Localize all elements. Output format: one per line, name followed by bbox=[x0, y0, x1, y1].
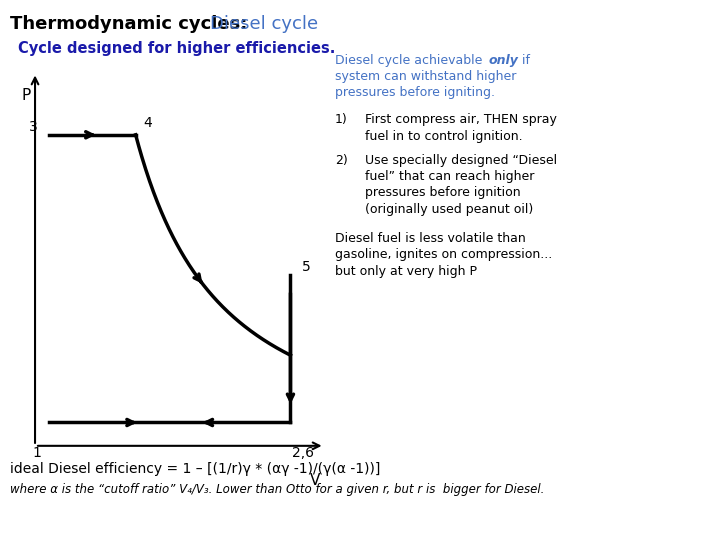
Text: only: only bbox=[488, 54, 518, 67]
Text: V: V bbox=[310, 474, 320, 488]
Text: First compress air, THEN spray: First compress air, THEN spray bbox=[365, 113, 557, 126]
Text: but only at very high P: but only at very high P bbox=[335, 265, 477, 278]
Text: system can withstand higher: system can withstand higher bbox=[335, 70, 516, 83]
Text: where α is the “cutoff ratio” V₄/V₃. Lower than Otto for a given r, but r is  bi: where α is the “cutoff ratio” V₄/V₃. Low… bbox=[10, 483, 544, 496]
Text: Diesel fuel is less volatile than: Diesel fuel is less volatile than bbox=[335, 232, 526, 245]
Text: if: if bbox=[518, 54, 531, 67]
Text: (originally used peanut oil): (originally used peanut oil) bbox=[365, 202, 534, 215]
Text: fuel in to control ignition.: fuel in to control ignition. bbox=[365, 130, 523, 143]
Text: Thermodynamic cycles:: Thermodynamic cycles: bbox=[10, 15, 253, 33]
Text: 4: 4 bbox=[144, 116, 153, 130]
Text: pressures before ignition: pressures before ignition bbox=[365, 186, 521, 199]
Text: fuel” that can reach higher: fuel” that can reach higher bbox=[365, 170, 534, 183]
Text: Diesel cycle: Diesel cycle bbox=[210, 15, 318, 33]
Text: gasoline, ignites on compression...: gasoline, ignites on compression... bbox=[335, 248, 552, 261]
Text: Cycle designed for higher efficiencies.: Cycle designed for higher efficiencies. bbox=[18, 41, 336, 56]
Text: P: P bbox=[21, 89, 30, 103]
Text: 5: 5 bbox=[302, 260, 310, 274]
Text: 2,6: 2,6 bbox=[292, 447, 314, 461]
Text: 3: 3 bbox=[29, 120, 38, 134]
Text: pressures before igniting.: pressures before igniting. bbox=[335, 86, 495, 99]
Text: Use specially designed “Diesel: Use specially designed “Diesel bbox=[365, 154, 557, 167]
Text: 1): 1) bbox=[335, 113, 348, 126]
Text: ideal Diesel efficiency = 1 – [(1/r)γ * (αγ -1)/(γ(α -1))]: ideal Diesel efficiency = 1 – [(1/r)γ * … bbox=[10, 462, 380, 476]
Text: 2): 2) bbox=[335, 154, 348, 167]
Text: Diesel cycle achievable: Diesel cycle achievable bbox=[335, 54, 486, 67]
Text: 1: 1 bbox=[32, 447, 41, 461]
